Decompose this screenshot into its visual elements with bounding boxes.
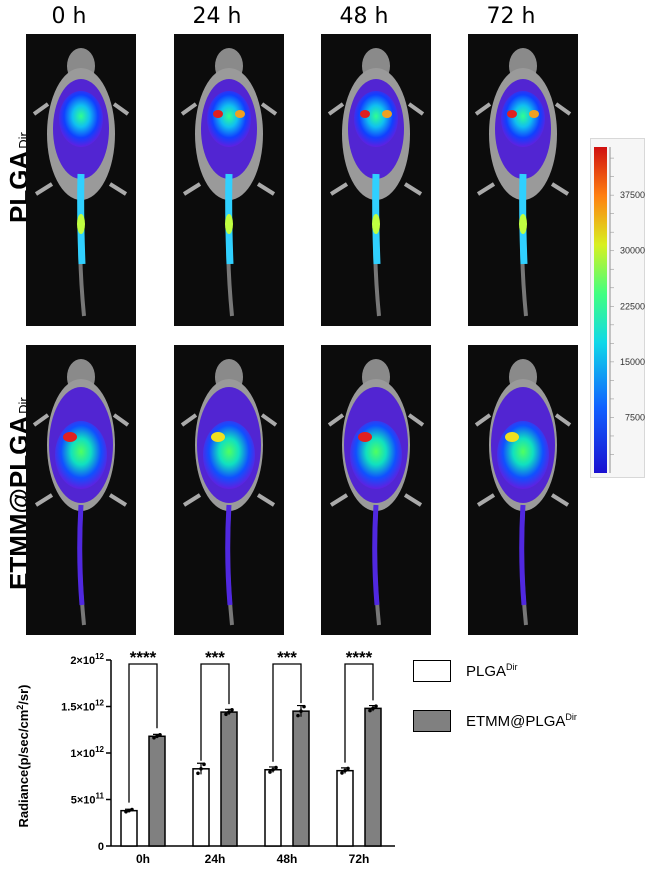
data-point [340,771,344,775]
bar-plga-72h [336,769,354,847]
legend-swatch-etmm [413,710,451,732]
mouse-image-plga-0 [32,48,130,317]
chart-y-axis-label: Radiance(p/sec/cm2/sr) [15,684,31,827]
significance-stars: *** [277,648,297,667]
significance-stars: **** [346,648,373,667]
mouse-image-plga-1 [180,48,278,317]
chart-x-tick-label: 72h [349,852,370,866]
data-point [271,767,275,772]
imaging-panel-etmm-0h [26,345,136,635]
data-point [296,713,300,718]
imaging-panel-etmm-48h [321,345,431,635]
data-point [230,708,234,712]
significance-bracket [200,663,230,761]
imaging-panel-plga-24h [174,34,284,326]
data-point [374,704,378,708]
mouse-image-etmm-0 [32,359,130,626]
chart-y-tick-label: 2×1012 [70,652,104,667]
significance-bracket [272,663,302,762]
chart-x-tick-label: 0h [136,852,150,866]
legend-label-etmm-text: ETMM@PLGA [466,713,566,730]
data-point [152,735,156,740]
mouse-image-plga-3 [474,48,572,317]
bar-plga-0h [120,809,138,847]
chart-x-tick-label: 24h [205,852,226,866]
data-point [343,768,347,773]
chart-y-axis-label-sup: 2 [15,705,25,710]
imaging-panel-plga-48h [321,34,431,326]
significance-stars: *** [205,648,225,667]
data-point [127,808,131,813]
data-point [227,710,231,714]
mouse-image-etmm-2 [327,359,425,626]
legend-label-plga-text: PLGA [466,663,507,680]
data-point [371,706,375,711]
bar-etmm-0h [148,735,166,847]
legend-swatch-plga [413,660,451,682]
data-point [268,770,272,774]
chart-y-tick-label: 1.5×1012 [61,699,104,714]
bar-plga-24h [192,768,210,847]
data-point [130,807,134,812]
significance-bracket [344,663,374,763]
significance-stars: **** [130,648,157,667]
legend-label-etmm: ETMM@PLGADir [466,712,577,730]
data-point [274,765,278,770]
legend-label-etmm-sup: Dir [565,712,577,722]
data-point [346,766,350,771]
colorbar-gradient [594,147,607,473]
legend-label-plga: PLGADir [466,662,518,680]
bar-etmm-24h [220,711,238,847]
data-point [124,809,128,814]
chart-plot-area: 0 5×1011 1×1012 1.5×1012 2×1012 0h **** 24h *** 4… [61,648,395,866]
data-point [158,732,162,737]
colorbar-tick-label: 37500 [620,190,645,200]
mouse-image-etmm-1 [180,359,278,626]
timepoint-label-0h: 0 h [51,4,87,29]
chart-y-axis-label-end: /sr) [16,684,31,704]
timepoint-label-48h: 48 h [339,4,389,29]
imaging-panel-etmm-72h [468,345,578,635]
data-point [196,771,200,776]
mouse-image-etmm-3 [474,359,572,626]
bar-etmm-72h [364,707,382,847]
data-point [299,709,303,713]
chart-x-tick-label: 48h [277,852,298,866]
chart-y-tick-label: 0 [98,841,104,853]
data-point [368,708,372,713]
chart-y-tick-label: 1×1012 [70,745,104,760]
colorbar-tick-label: 22500 [620,301,645,311]
colorbar-tick-label: 30000 [620,246,645,256]
bar-chart: Radiance(p/sec/cm2/sr) 0 5×1011 1×1012 1.5×… [15,648,395,866]
mouse-image-plga-2 [327,48,425,317]
timepoint-label-72h: 72 h [486,4,536,29]
data-point [302,704,306,709]
colorbar-tick-label: 15000 [620,357,645,367]
imaging-panel-etmm-24h [174,345,284,635]
data-point [199,767,203,771]
imaging-panel-plga-72h [468,34,578,326]
timepoint-label-24h: 24 h [192,4,242,29]
bar-plga-48h [264,768,282,847]
colorbar-tick-label: 7500 [625,412,645,422]
data-point [155,734,159,739]
data-point [202,762,206,767]
chart-y-axis-label-main: Radiance(p/sec/cm [16,710,31,828]
data-point [224,712,228,717]
chart-y-tick-label: 5×1011 [71,792,105,807]
colorbar: 37500 30000 22500 15000 7500 [590,138,645,478]
colorbar-svg: 37500 30000 22500 15000 7500 [594,147,645,473]
bar-etmm-48h [292,710,310,847]
imaging-panel-plga-0h [26,34,136,326]
legend-label-plga-sup: Dir [506,662,518,672]
colorbar-ticks: 37500 30000 22500 15000 7500 [610,157,645,455]
significance-bracket [128,663,158,803]
